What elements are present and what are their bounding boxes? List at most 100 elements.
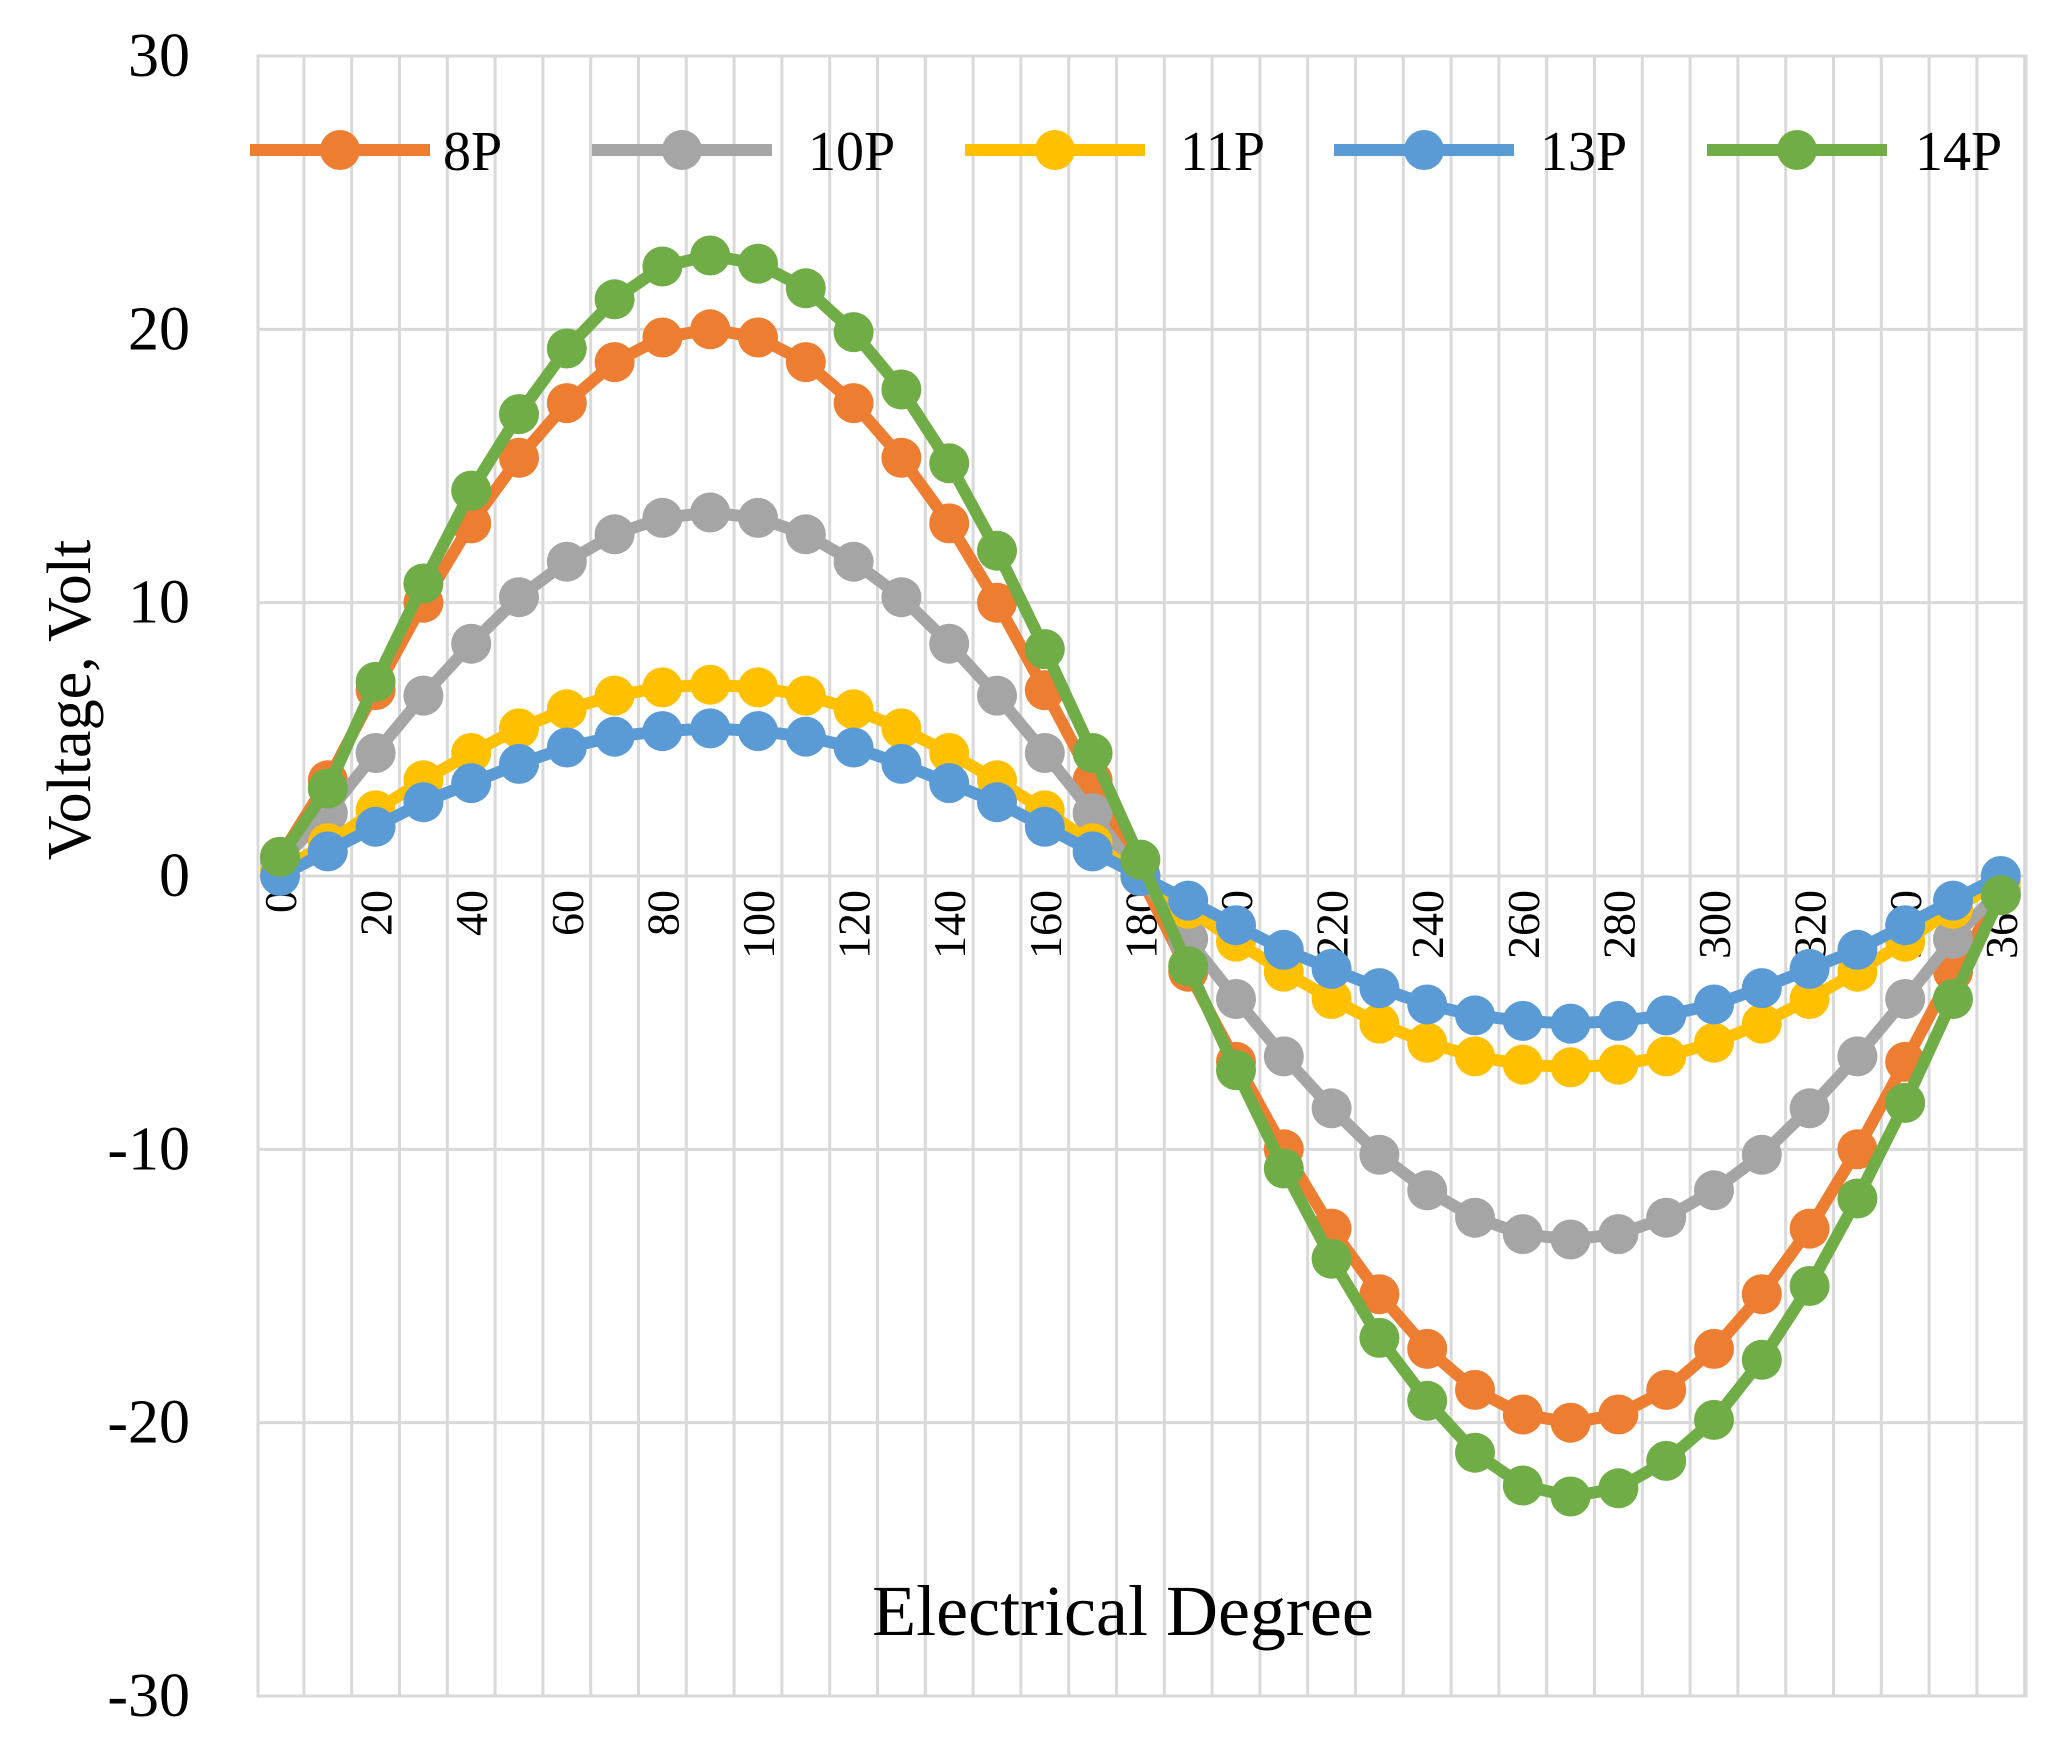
data-point xyxy=(1646,1197,1687,1238)
data-point xyxy=(1550,1219,1591,1260)
data-point xyxy=(738,497,778,538)
data-point xyxy=(1311,948,1352,989)
data-point xyxy=(1359,968,1400,1009)
data-point xyxy=(1263,929,1304,970)
data-point xyxy=(690,708,731,749)
legend-item-11P: 11P xyxy=(965,121,1265,183)
data-point xyxy=(785,716,826,757)
data-point xyxy=(1502,1214,1543,1255)
data-point xyxy=(1741,1003,1782,1044)
data-point xyxy=(1024,806,1065,847)
series-13P xyxy=(260,708,2021,1044)
data-point xyxy=(546,727,587,768)
data-point xyxy=(1072,793,1113,834)
data-point xyxy=(1885,905,1926,946)
data-point xyxy=(929,763,970,804)
data-point xyxy=(1311,979,1352,1019)
legend-item-8P: 8P xyxy=(250,121,502,183)
y-axis-title: Voltage, Volt xyxy=(36,540,104,860)
data-point xyxy=(355,733,396,773)
data-point xyxy=(833,312,874,353)
data-point xyxy=(1263,1148,1304,1189)
data-point xyxy=(499,437,539,478)
legend-label: 8P xyxy=(443,121,502,183)
data-point xyxy=(738,243,778,284)
data-point xyxy=(977,782,1017,823)
x-tick-label: 220 xyxy=(1307,890,1358,959)
data-point xyxy=(1407,1380,1448,1421)
legend-item-10P: 10P xyxy=(592,121,895,183)
x-tick-label: 280 xyxy=(1593,890,1644,959)
y-tick-label: 30 xyxy=(128,22,190,90)
data-point xyxy=(929,623,970,664)
data-point xyxy=(1216,979,1256,1019)
data-point xyxy=(1885,1082,1926,1123)
legend-swatch-marker xyxy=(1777,130,1817,170)
data-point xyxy=(881,708,922,749)
data-point xyxy=(1072,733,1113,773)
x-tick-label: 60 xyxy=(542,890,593,936)
data-point xyxy=(1407,1328,1448,1369)
data-point xyxy=(1694,1170,1734,1211)
data-point xyxy=(642,246,683,287)
data-point xyxy=(546,328,587,369)
legend-swatch-marker xyxy=(662,130,702,170)
data-point xyxy=(594,716,635,757)
data-point xyxy=(1598,1394,1639,1435)
data-point xyxy=(690,309,731,350)
data-point xyxy=(833,541,874,582)
data-point xyxy=(1694,984,1734,1025)
data-point xyxy=(642,317,683,358)
data-point xyxy=(1789,1088,1830,1129)
data-point xyxy=(1407,1022,1448,1063)
legend-swatch-marker xyxy=(320,130,360,170)
x-axis-title: Electrical Degree xyxy=(872,1571,1374,1651)
data-point xyxy=(833,727,874,768)
data-point xyxy=(1598,1468,1639,1509)
data-point xyxy=(1168,946,1209,987)
x-axis-ticks: 0204060801001201401601802002202402602803… xyxy=(255,890,2027,959)
y-tick-label: 0 xyxy=(159,842,190,910)
legend-item-13P: 13P xyxy=(1334,121,1627,183)
data-point xyxy=(403,563,444,604)
x-tick-label: 40 xyxy=(446,890,497,936)
data-point xyxy=(1646,1036,1687,1077)
data-point xyxy=(1694,1399,1734,1440)
data-point xyxy=(594,279,635,320)
legend-label: 10P xyxy=(808,121,895,183)
x-tick-label: 100 xyxy=(733,890,784,959)
data-point xyxy=(1789,1266,1830,1306)
data-point xyxy=(1646,995,1687,1036)
data-point xyxy=(451,470,492,511)
data-point xyxy=(977,582,1017,623)
data-point xyxy=(1024,733,1065,773)
data-point xyxy=(1598,1214,1639,1255)
data-point xyxy=(833,689,874,730)
data-point xyxy=(1502,1465,1543,1506)
y-tick-label: 10 xyxy=(128,569,190,637)
data-point xyxy=(451,763,492,804)
data-point xyxy=(929,503,970,544)
data-point xyxy=(1263,1036,1304,1077)
data-point xyxy=(1885,979,1926,1019)
data-point xyxy=(881,437,922,478)
x-tick-label: 20 xyxy=(351,890,402,936)
data-point xyxy=(499,577,539,618)
data-point xyxy=(785,268,826,309)
data-point xyxy=(642,711,683,752)
data-point xyxy=(594,514,635,555)
series-layer xyxy=(260,235,2021,1517)
data-point xyxy=(642,667,683,708)
data-point xyxy=(1502,1044,1543,1085)
data-point xyxy=(307,831,348,872)
data-point xyxy=(1741,1274,1782,1315)
x-tick-label: 240 xyxy=(1402,890,1453,959)
data-point xyxy=(929,733,970,773)
x-tick-label: 160 xyxy=(1020,890,1071,959)
data-point xyxy=(546,383,587,424)
data-point xyxy=(1789,979,1830,1019)
data-point xyxy=(1789,948,1830,989)
grid xyxy=(256,54,2028,1698)
data-point xyxy=(403,675,444,716)
